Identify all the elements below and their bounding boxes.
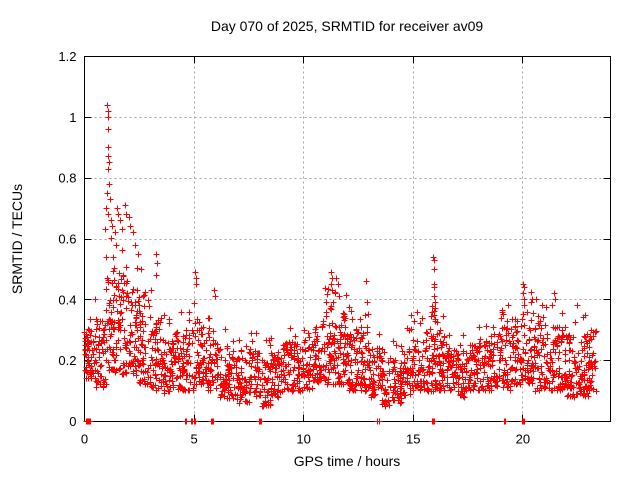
y-tick-label: 0.4 bbox=[58, 292, 76, 307]
y-tick-label: 0 bbox=[69, 414, 76, 429]
y-axis-tick-labels: 0 0.2 0.4 0.6 0.8 1 1.2 bbox=[58, 49, 76, 429]
scatter-points bbox=[81, 102, 600, 425]
x-tick-label: 20 bbox=[516, 432, 530, 447]
grid-lines bbox=[84, 56, 611, 422]
y-tick-label: 1.2 bbox=[58, 49, 76, 64]
y-tick-label: 0.2 bbox=[58, 353, 76, 368]
x-axis-label: GPS time / hours bbox=[294, 453, 401, 469]
x-tick-label: 10 bbox=[296, 432, 310, 447]
y-tick-label: 0.6 bbox=[58, 232, 76, 247]
x-axis-tick-labels: 0 5 10 15 20 bbox=[81, 432, 530, 447]
y-tick-label: 0.8 bbox=[58, 171, 76, 186]
y-tick-label: 1 bbox=[69, 110, 76, 125]
x-tick-label: 0 bbox=[81, 432, 88, 447]
x-tick-label: 15 bbox=[406, 432, 420, 447]
x-tick-label: 5 bbox=[190, 432, 197, 447]
y-axis-label: SRMTID / TECUs bbox=[9, 184, 25, 294]
chart-title: Day 070 of 2025, SRMTID for receiver av0… bbox=[211, 18, 484, 34]
